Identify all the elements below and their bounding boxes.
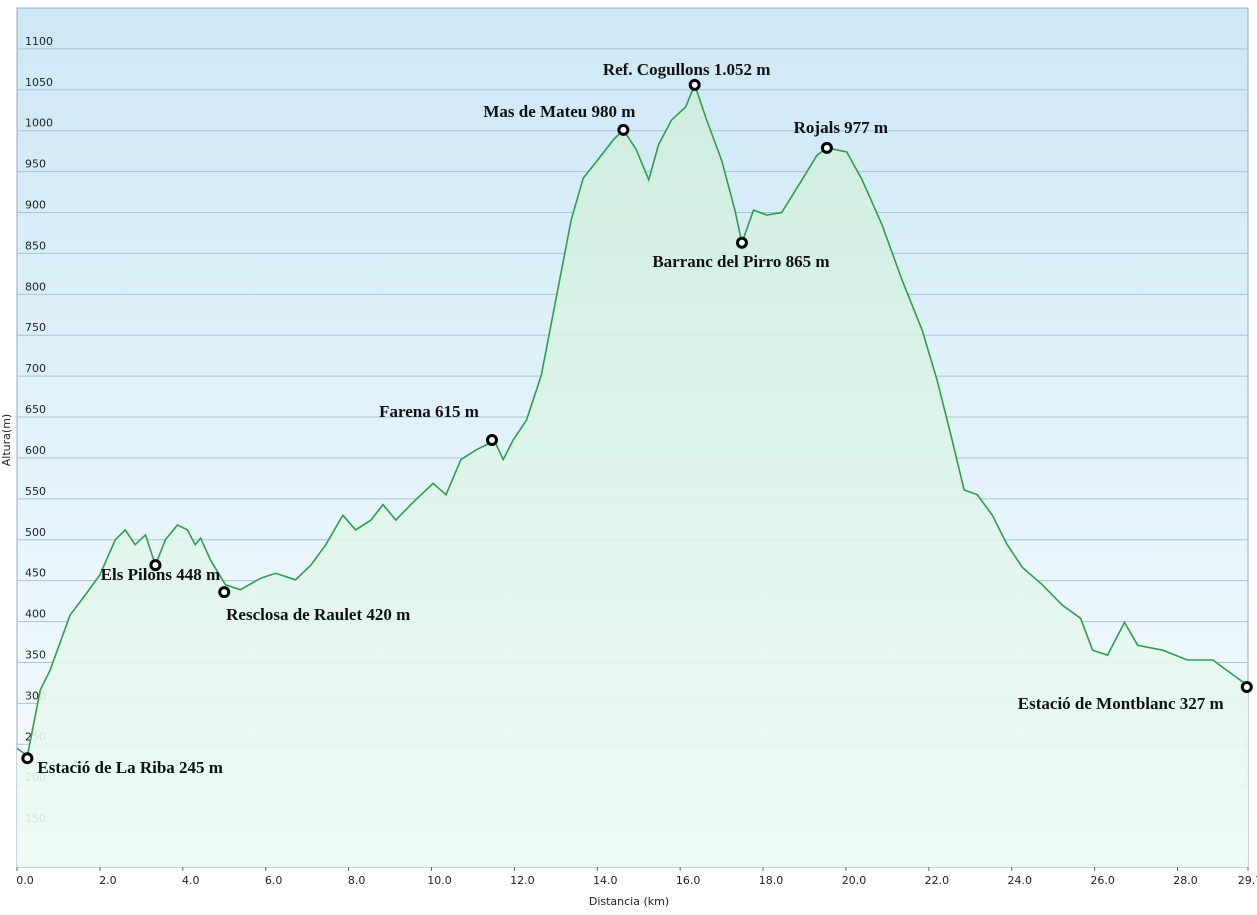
waypoint-marker — [735, 236, 748, 249]
y-tick-label: 400 — [25, 608, 46, 621]
x-tick-label: 0.0 — [16, 874, 34, 887]
y-tick-label: 950 — [25, 158, 46, 171]
y-tick-label: 600 — [25, 444, 46, 457]
waypoint-label: Mas de Mateu 980 m — [483, 102, 635, 121]
y-tick-label: 900 — [25, 199, 46, 212]
y-tick-label: 850 — [25, 239, 46, 252]
y-tick-label: 1050 — [25, 76, 53, 89]
waypoint-label: Estació de La Riba 245 m — [37, 758, 223, 777]
x-axis-label: Distancia (km) — [589, 895, 669, 908]
y-tick-label: 450 — [25, 567, 46, 580]
x-tick-label: 18.0 — [759, 874, 784, 887]
x-tick-label: 28.0 — [1173, 874, 1198, 887]
y-tick-label: 1000 — [25, 117, 53, 130]
x-tick-label: 14.0 — [593, 874, 618, 887]
y-tick-label: 650 — [25, 403, 46, 416]
y-tick-label: 500 — [25, 526, 46, 539]
x-tick-label: 22.0 — [925, 874, 950, 887]
y-tick-label: 750 — [25, 321, 46, 334]
x-tick-label: 16.0 — [676, 874, 701, 887]
waypoint-label: Estació de Montblanc 327 m — [1018, 694, 1224, 713]
x-tick-label: 29.7 — [1238, 874, 1257, 887]
waypoint-label: Els Pilons 448 m — [101, 565, 221, 584]
y-axis-label: Altura(m) — [0, 414, 13, 466]
x-tick-label: 20.0 — [842, 874, 867, 887]
y-tick-label: 700 — [25, 362, 46, 375]
waypoint-marker — [485, 433, 498, 446]
y-tick-label: 800 — [25, 280, 46, 293]
waypoint-label: Ref. Cogullons 1.052 m — [603, 60, 771, 79]
elevation-line — [16, 82, 1249, 758]
y-tick-label: 1100 — [25, 35, 53, 48]
y-tick-label: 550 — [25, 485, 46, 498]
waypoint-label: Rojals 977 m — [794, 118, 888, 137]
waypoint-label: Farena 615 m — [379, 402, 479, 421]
waypoint-marker — [21, 752, 34, 765]
waypoint-marker — [617, 123, 630, 136]
waypoint-marker — [149, 559, 162, 572]
waypoint-label: Resclosa de Raulet 420 m — [226, 605, 410, 624]
waypoint-label: Barranc del Pirro 865 m — [652, 252, 829, 271]
y-tick-label: 350 — [25, 648, 46, 661]
elevation-area — [17, 84, 1248, 867]
x-tick-label: 4.0 — [182, 874, 200, 887]
x-tick-label: 8.0 — [348, 874, 366, 887]
waypoint-marker — [218, 586, 231, 599]
x-tick-label: 24.0 — [1007, 874, 1032, 887]
x-tick-label: 26.0 — [1090, 874, 1115, 887]
waypoint-marker — [820, 141, 833, 154]
x-tick-label: 12.0 — [510, 874, 535, 887]
waypoint-marker — [1240, 681, 1253, 694]
waypoint-marker — [688, 78, 701, 91]
x-tick-label: 10.0 — [427, 874, 452, 887]
x-tick-label: 6.0 — [265, 874, 283, 887]
x-tick-label: 2.0 — [99, 874, 117, 887]
